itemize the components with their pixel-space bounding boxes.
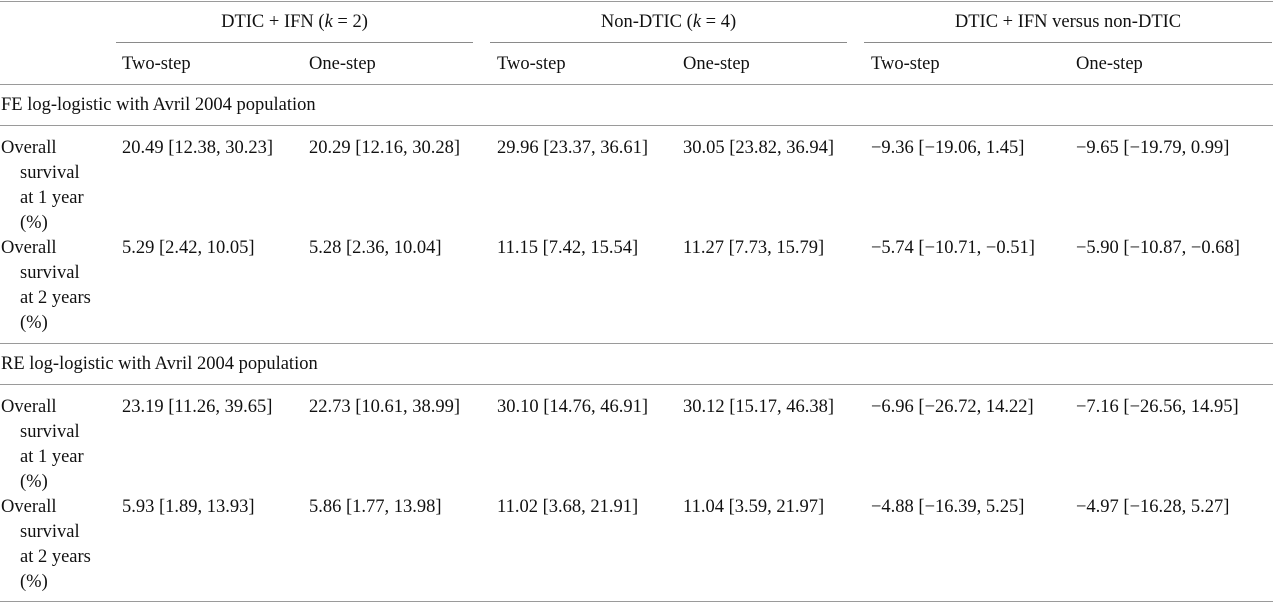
table-cell: −4.97 [−16.28, 5.27]	[1076, 497, 1230, 517]
row-label-overall-survival-2-years: Overall survival at 2 years (%)	[1, 238, 91, 333]
table-cell: 11.15 [7.42, 15.54]	[497, 238, 639, 258]
header-bottom-rule	[0, 84, 1273, 85]
table-cell: −5.90 [−10.87, −0.68]	[1076, 238, 1240, 258]
table-cell: −7.16 [−26.56, 14.95]	[1076, 397, 1239, 417]
table-cell: −5.74 [−10.71, −0.51]	[871, 238, 1035, 258]
subheader-two-step: Two-step	[122, 54, 191, 74]
table-cell: 30.10 [14.76, 46.91]	[497, 397, 649, 417]
table-cell: 23.19 [11.26, 39.65]	[122, 397, 273, 417]
section-title-fe: FE log-logistic with Avril 2004 populati…	[1, 95, 316, 115]
table-cell: 5.28 [2.36, 10.04]	[309, 238, 442, 258]
group-underline-dtic-ifn	[116, 42, 473, 43]
table-cell: 11.02 [3.68, 21.91]	[497, 497, 639, 517]
section-rule	[0, 384, 1273, 385]
table-cell: −4.88 [−16.39, 5.25]	[871, 497, 1025, 517]
table-cell: −6.96 [−26.72, 14.22]	[871, 397, 1034, 417]
table-cell: 5.93 [1.89, 13.93]	[122, 497, 255, 517]
table-cell: 29.96 [23.37, 36.61]	[497, 138, 649, 158]
table-cell: 5.29 [2.42, 10.05]	[122, 238, 255, 258]
subheader-one-step: One-step	[1076, 54, 1143, 74]
table-cell: 22.73 [10.61, 38.99]	[309, 397, 461, 417]
table-cell: 30.12 [15.17, 46.38]	[683, 397, 835, 417]
group-header-non-dtic: Non-DTIC (k = 4)	[600, 12, 737, 32]
group-header-dtic-ifn: DTIC + IFN (k = 2)	[221, 12, 368, 32]
subheader-two-step: Two-step	[497, 54, 566, 74]
group-underline-non-dtic	[490, 42, 847, 43]
table-cell: 5.86 [1.77, 13.98]	[309, 497, 442, 517]
table-cell: 20.29 [12.16, 30.28]	[309, 138, 461, 158]
subheader-two-step: Two-step	[871, 54, 940, 74]
table-cell: 20.49 [12.38, 30.23]	[122, 138, 274, 158]
row-label-overall-survival-1-year: Overall survival at 1 year (%)	[1, 397, 84, 492]
row-label-overall-survival-1-year: Overall survival at 1 year (%)	[1, 138, 84, 233]
section-divider-rule	[0, 343, 1273, 344]
table-cell: 11.04 [3.59, 21.97]	[683, 497, 825, 517]
row-label-overall-survival-2-years: Overall survival at 2 years (%)	[1, 497, 91, 592]
section-title-re: RE log-logistic with Avril 2004 populati…	[1, 354, 318, 374]
table-cell: −9.65 [−19.79, 0.99]	[1076, 138, 1230, 158]
table-cell: −9.36 [−19.06, 1.45]	[871, 138, 1025, 158]
group-underline-comparison	[864, 42, 1272, 43]
table-bottom-rule	[0, 601, 1273, 602]
table-top-rule	[0, 1, 1273, 2]
group-header-comparison: DTIC + IFN versus non-DTIC	[954, 12, 1182, 32]
table-cell: 30.05 [23.82, 36.94]	[683, 138, 835, 158]
section-rule	[0, 125, 1273, 126]
subheader-one-step: One-step	[683, 54, 750, 74]
subheader-one-step: One-step	[309, 54, 376, 74]
table-cell: 11.27 [7.73, 15.79]	[683, 238, 825, 258]
